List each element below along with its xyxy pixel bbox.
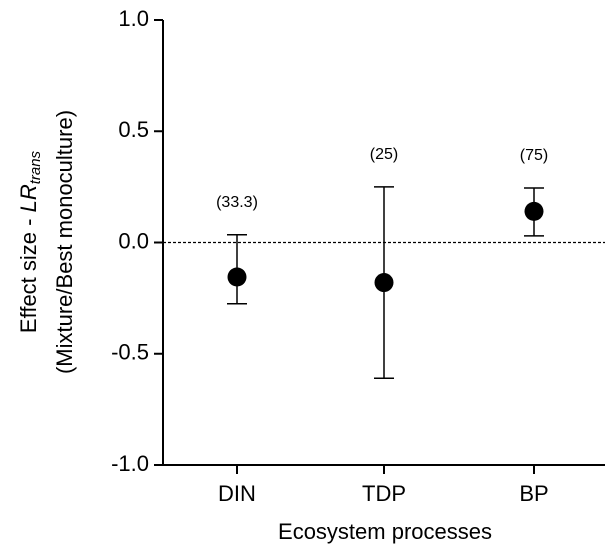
point	[374, 273, 394, 293]
y-label-subscript: trans	[27, 150, 44, 184]
y-label-symbol: LR	[16, 184, 41, 212]
annotation: (25)	[370, 146, 398, 163]
y-tick-label: 0.0	[118, 228, 149, 253]
y-tick-label: -0.5	[111, 340, 149, 365]
y-tick-label: 1.0	[118, 6, 149, 31]
annotation: (33.3)	[216, 194, 258, 211]
y-tick-label: -1.0	[111, 451, 149, 476]
y-tick-label: 0.5	[118, 117, 149, 142]
point	[524, 201, 544, 221]
x-axis-label: Ecosystem processes	[278, 519, 492, 544]
y-axis-label-line2: (Mixture/Best monoculture)	[52, 110, 77, 374]
x-tick-label: BP	[519, 481, 548, 506]
annotation: (75)	[520, 147, 548, 164]
x-tick-label: DIN	[218, 481, 256, 506]
y-label-prefix: Effect size -	[16, 212, 41, 333]
point	[227, 267, 247, 287]
y-axis-label: Effect size - LRtrans	[16, 150, 44, 333]
x-tick-label: TDP	[362, 481, 406, 506]
